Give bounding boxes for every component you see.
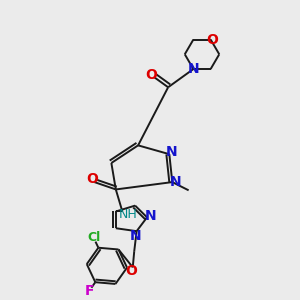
Text: O: O bbox=[125, 264, 137, 278]
Text: Cl: Cl bbox=[87, 231, 100, 244]
Text: NH: NH bbox=[118, 208, 137, 221]
Text: F: F bbox=[85, 284, 94, 298]
Text: N: N bbox=[129, 229, 141, 243]
Text: O: O bbox=[146, 68, 158, 82]
Text: N: N bbox=[166, 145, 178, 159]
Text: N: N bbox=[170, 175, 182, 189]
Text: N: N bbox=[145, 209, 156, 223]
Text: O: O bbox=[206, 32, 218, 46]
Text: O: O bbox=[86, 172, 98, 186]
Text: N: N bbox=[188, 62, 199, 76]
